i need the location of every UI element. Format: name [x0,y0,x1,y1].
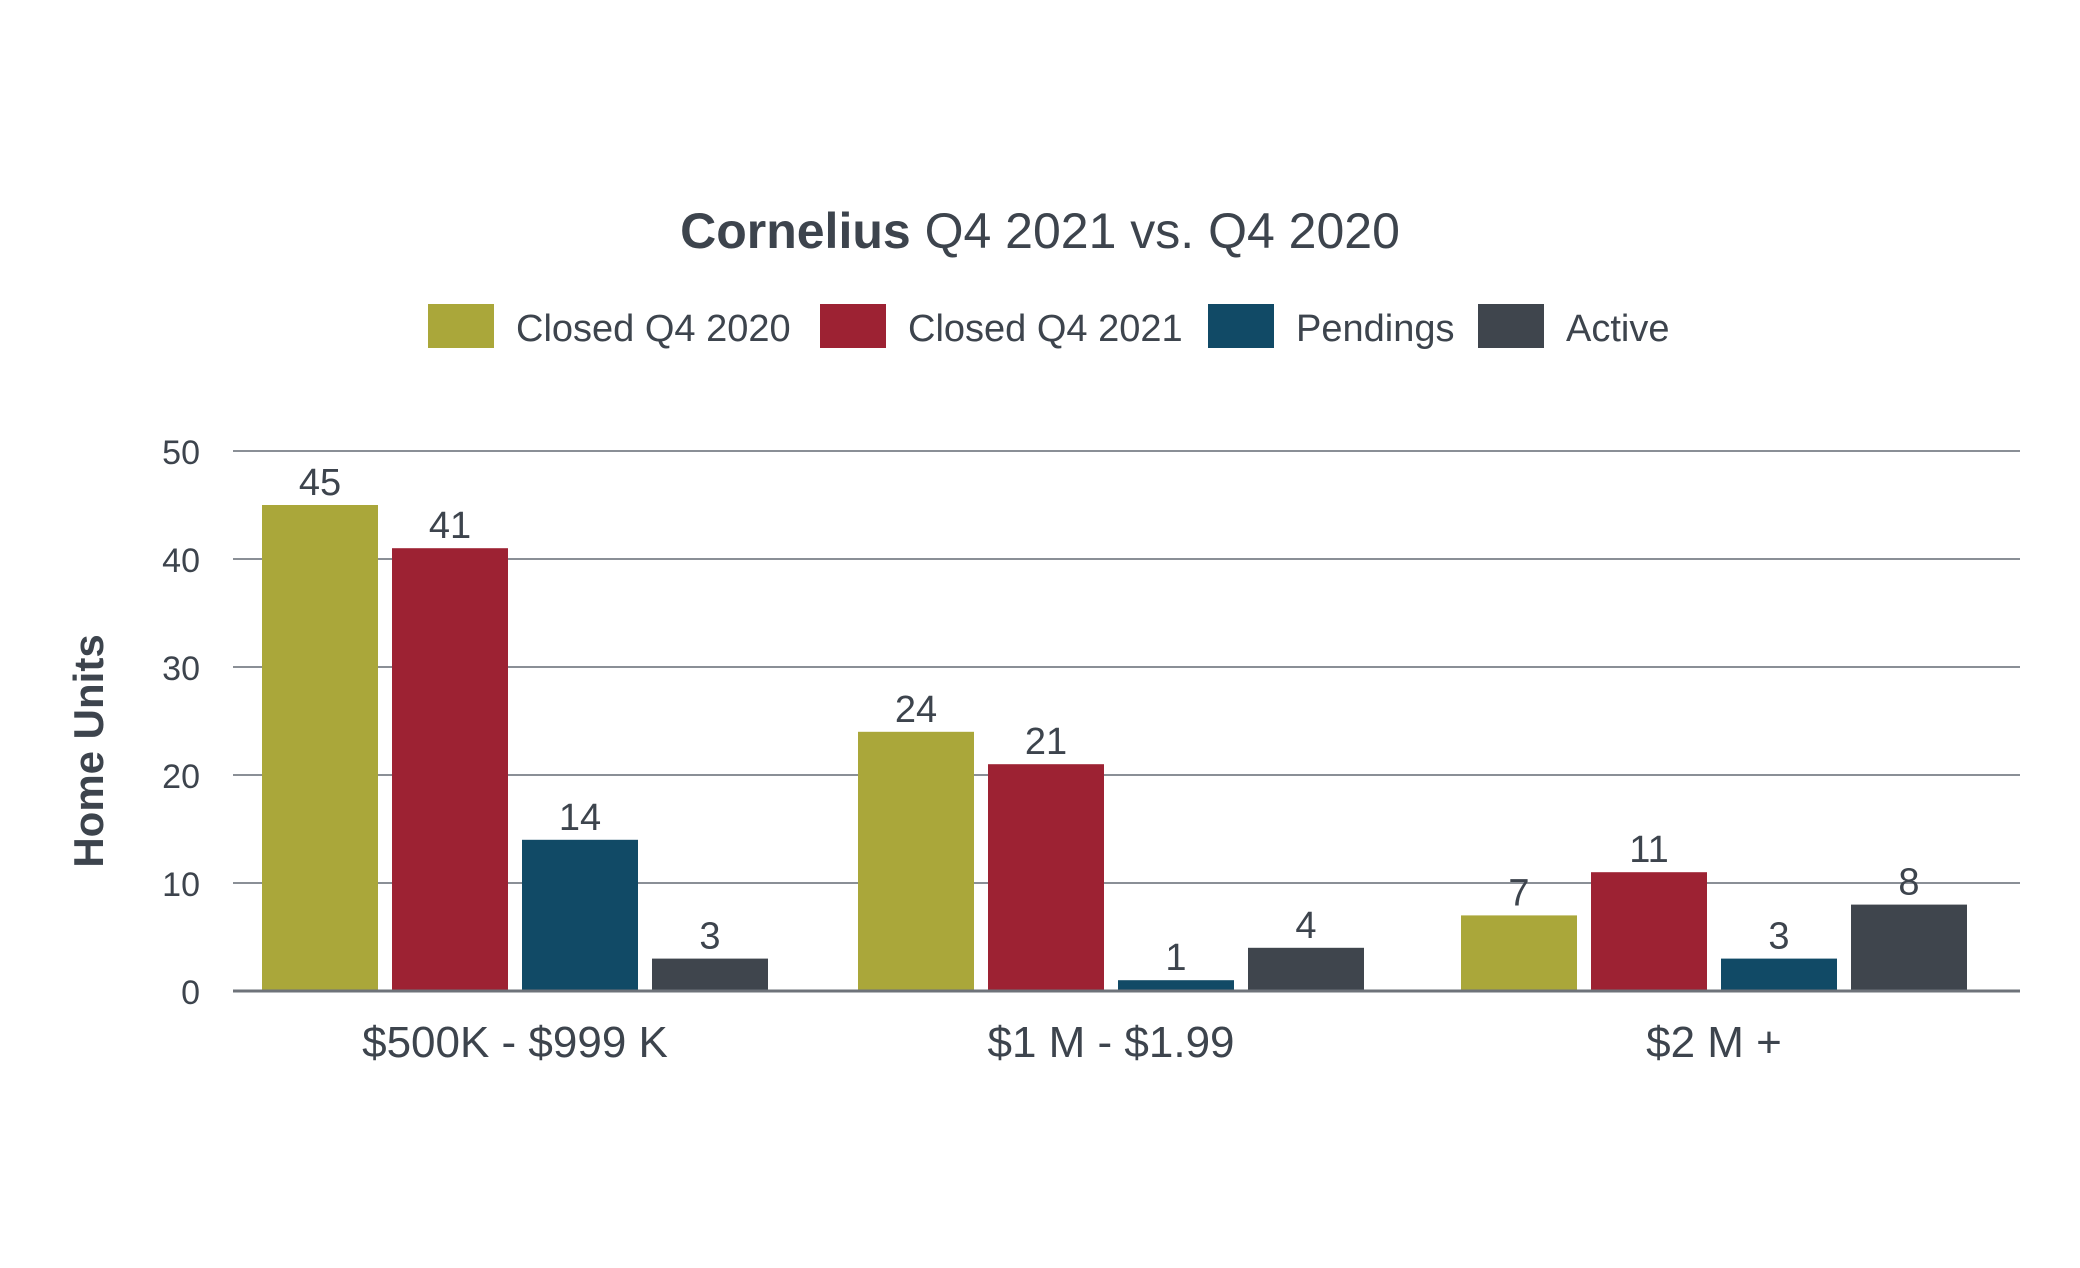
legend: Closed Q4 2020 Closed Q4 2021 Pendings Acti… [428,304,1669,350]
y-tick-label: 30 [162,650,200,688]
bar-closed-q4-2020-1 [262,505,378,991]
bar-pendings-1 [522,839,638,991]
y-axis-label: Home Units [65,634,112,867]
data-label-closed-q4-2021-2: 21 [1025,721,1067,763]
x-category-label: $2 M + [1646,1018,1782,1067]
data-label-pendings-2: 1 [1165,937,1186,979]
chart-title: Cornelius Q4 2021 vs. Q4 2020 [680,203,1400,259]
bar-closed-q4-2020-3 [1461,915,1577,991]
data-label-closed-q4-2021-3: 11 [1629,829,1668,871]
x-category-label: $500K - $999 K [362,1018,668,1067]
bar-active-3 [1851,904,1967,991]
bar-pendings-2 [1118,980,1234,991]
legend-swatch-closed-q4-2021 [820,304,886,348]
bar-pendings-3 [1721,958,1837,991]
bars [262,505,1967,991]
gridlines [233,450,2020,884]
data-label-closed-q4-2020-1: 45 [299,462,341,504]
y-tick-label: 10 [162,866,200,904]
bar-active-2 [1248,947,1364,991]
chart-title-bold: Cornelius [680,203,911,259]
data-label-pendings-1: 14 [559,797,601,839]
bar-closed-q4-2021-3 [1591,872,1707,991]
x-category-label: $1 M - $1.99 [987,1018,1234,1067]
bar-closed-q4-2021-1 [392,548,508,991]
legend-label-pendings: Pendings [1296,308,1454,350]
data-label-closed-q4-2020-2: 24 [895,689,937,731]
y-tick-label: 50 [162,434,200,472]
bar-closed-q4-2021-2 [988,764,1104,991]
legend-label-closed-q4-2021: Closed Q4 2021 [908,308,1183,350]
legend-swatch-pendings [1208,304,1274,348]
y-tick-label: 40 [162,542,200,580]
data-label-active-3: 8 [1898,862,1919,904]
legend-label-closed-q4-2020: Closed Q4 2020 [516,308,791,350]
legend-swatch-closed-q4-2020 [428,304,494,348]
data-label-closed-q4-2021-1: 41 [429,505,471,547]
x-axis-categories: $500K - $999 K $1 M - $1.99 $2 M + [362,1018,1782,1067]
bar-closed-q4-2020-2 [858,731,974,991]
data-label-pendings-3: 3 [1768,916,1789,958]
y-axis-ticks: 0 10 20 30 40 50 [162,434,200,1012]
data-label-closed-q4-2020-3: 7 [1508,872,1529,914]
y-tick-label: 0 [181,974,200,1012]
legend-swatch-active [1478,304,1544,348]
y-tick-label: 20 [162,758,200,796]
data-label-active-1: 3 [699,916,720,958]
chart-title-rest: Q4 2021 vs. Q4 2020 [911,203,1400,259]
data-label-active-2: 4 [1295,905,1316,947]
bar-active-1 [652,958,768,991]
legend-label-active: Active [1566,308,1669,350]
